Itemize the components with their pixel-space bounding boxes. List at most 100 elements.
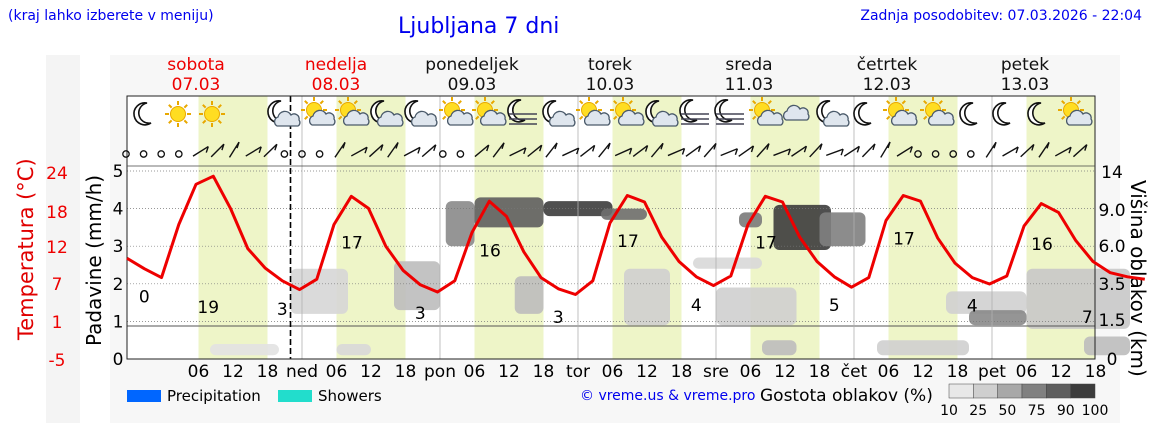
daytime-band [888,96,958,359]
x-tick-label: 06 [464,362,486,382]
wind-symbol [809,143,823,158]
moon-cloud-icon [542,100,576,127]
wind-symbol [985,141,997,158]
wind-symbol [632,145,649,157]
x-tick-label: 12 [1050,362,1072,382]
x-tick-label: ned [286,362,318,382]
density-scale-label: 50 [998,403,1016,419]
wind-symbol [896,145,913,157]
sun-cloud-icon [749,97,784,126]
wind-symbol [650,142,664,158]
temperature-label: 19 [197,298,219,318]
temperature-label: 4 [967,297,978,317]
temperature-label: 3 [277,300,288,320]
x-tick-label: čet [841,362,868,382]
wind-symbol [192,145,209,157]
wind-symbol [1020,143,1035,158]
cloud-density-area [762,340,797,356]
moon-fog-icon [679,99,709,125]
cloud-density-area [336,343,371,356]
cloud-icon [782,104,810,121]
cloud-height-tick: 9.0 [1098,201,1125,221]
page-title: Ljubljana 7 dni [398,14,560,39]
wind-symbol [474,144,490,158]
temperature-label: 4 [691,296,702,316]
temperature-line [126,174,1146,296]
sun-cloud-icon [472,97,507,126]
wind-symbol [791,145,808,157]
x-tick-label: 12 [498,362,520,382]
day-date: 10.03 [586,75,635,95]
legend-precipitation-swatch [127,390,161,402]
temperature-tick: 12 [46,238,68,258]
moon-fog-icon [714,99,744,125]
temperature-label: 16 [479,242,501,262]
wind-symbol [509,147,527,157]
cloud-density-area [819,212,866,247]
day-name: sobota [167,55,225,75]
legend-showers-label: Showers [318,387,382,405]
day-name: četrtek [857,55,918,75]
density-scale-label: 75 [1028,403,1046,419]
wind-symbol [368,144,384,158]
precip-tick: 3 [113,237,124,257]
moon-cloud-icon [267,100,301,127]
wind-symbol [861,143,876,158]
wind-symbol [1072,144,1088,158]
x-tick-label: pon [424,362,456,382]
wind-symbol [421,144,437,158]
day-name: torek [588,55,632,75]
cloud-density-area [877,340,969,356]
cloud-density-area [716,287,797,326]
last-updated: Zadnja posodobitev: 07.03.2026 - 22:04 [860,8,1142,24]
density-scale-label: 100 [1082,403,1109,419]
wind-symbol [1054,146,1072,157]
plot-frame [126,95,1096,360]
wind-symbol [756,143,770,158]
sun-cloud-icon [610,97,645,126]
wind-symbol [703,142,717,158]
wind-symbol [843,145,861,157]
cloud-density-area [693,257,762,269]
wind-symbol [826,148,844,157]
moon-fog-icon [507,99,537,125]
moon-cloud-icon [816,100,850,127]
x-tick-label: 06 [326,362,348,382]
density-scale-swatch [948,383,974,399]
temperature-label: 3 [553,308,564,328]
legend-showers-swatch [278,390,312,402]
wind-symbol [580,144,596,158]
x-tick-label: 18 [257,362,279,382]
wind-symbol [1002,146,1019,157]
density-scale-label: 10 [940,403,958,419]
region-hint[interactable]: (kraj lahko izberete v meniju) [8,8,214,24]
wind-symbol [492,142,505,158]
sun-cloud-icon [301,97,336,126]
x-tick-label: 18 [533,362,555,382]
temperature-label: 3 [415,304,426,324]
sun-cloud-icon [920,97,955,126]
day-date: 08.03 [312,75,361,95]
cloud-density-area [290,268,348,314]
daytime-band [474,96,544,359]
moon-icon [1027,102,1046,126]
credit-link[interactable]: © vreme.us & vreme.pro [580,388,756,404]
wind-symbol [403,146,421,157]
wind-symbol [298,150,306,158]
day-date: 12.03 [863,75,912,95]
moon-icon [133,102,152,126]
wind-symbol [122,150,130,158]
wind-symbol [527,144,543,158]
cloud-height-tick: 1.5 [1098,311,1125,331]
day-name: nedelja [305,55,367,75]
cloud-density-label: Gostota oblakov (%) [760,386,933,406]
daytime-band [336,96,406,359]
x-tick-label: 18 [1085,362,1107,382]
wind-symbol [280,150,289,158]
density-scale-swatch [1070,383,1096,399]
wind-symbol [263,143,278,158]
sun-cloud-icon [576,97,611,126]
sun-icon [165,101,191,127]
density-scale-label: 90 [1057,403,1075,419]
precip-tick: 1 [113,312,124,332]
